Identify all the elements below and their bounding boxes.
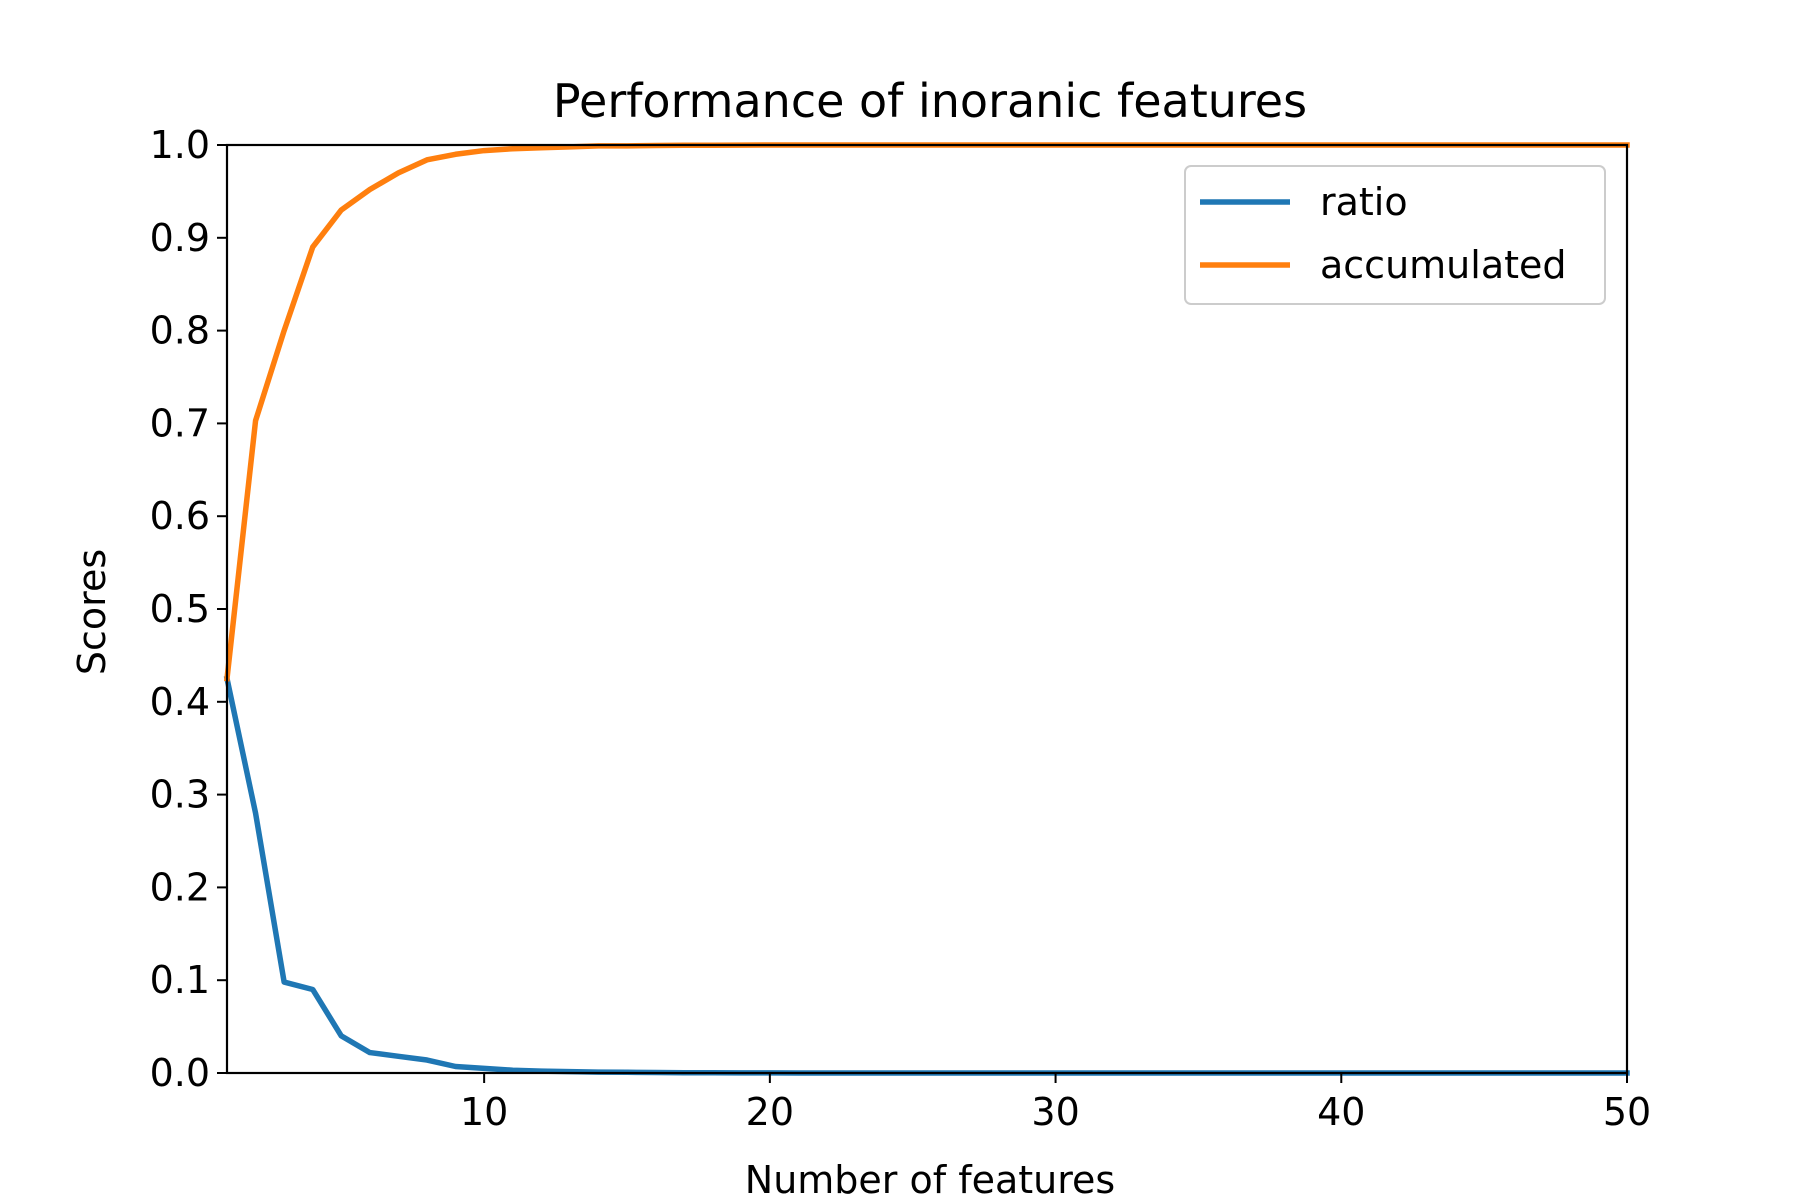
legend: ratio accumulated	[1184, 165, 1606, 305]
plot-area: 10 20 30 40 50 0.0 0.1 0.2 0.3 0.4 0.5 0.6 0.7 0.8 0.9…	[150, 123, 1652, 1134]
y-axis-label: Scores	[70, 549, 114, 675]
y-tick-label: 0.3	[150, 773, 210, 817]
legend-label-ratio: ratio	[1320, 180, 1408, 224]
y-tick-label: 0.0	[150, 1051, 210, 1095]
x-tick-label: 10	[460, 1090, 508, 1134]
y-tick-label: 0.7	[150, 401, 210, 445]
y-tick-label: 1.0	[150, 123, 210, 167]
x-tick-label: 20	[746, 1090, 794, 1134]
series-line-ratio	[223, 675, 1630, 1076]
y-tick-label: 0.9	[150, 216, 210, 260]
chart-title: Performance of inoranic features	[553, 74, 1307, 128]
y-tick-label: 0.2	[150, 865, 210, 909]
x-tick-label: 30	[1031, 1090, 1079, 1134]
y-tick-label: 0.5	[150, 587, 210, 631]
x-tick-label: 40	[1317, 1090, 1365, 1134]
y-tick-label: 0.1	[150, 958, 210, 1002]
y-tick-label: 0.8	[150, 309, 210, 353]
y-tick-label: 0.4	[150, 680, 210, 724]
y-tick-label: 0.6	[150, 494, 210, 538]
legend-label-accumulated: accumulated	[1320, 243, 1567, 287]
x-tick-label: 50	[1603, 1090, 1651, 1134]
x-axis-label: Number of features	[745, 1158, 1115, 1200]
